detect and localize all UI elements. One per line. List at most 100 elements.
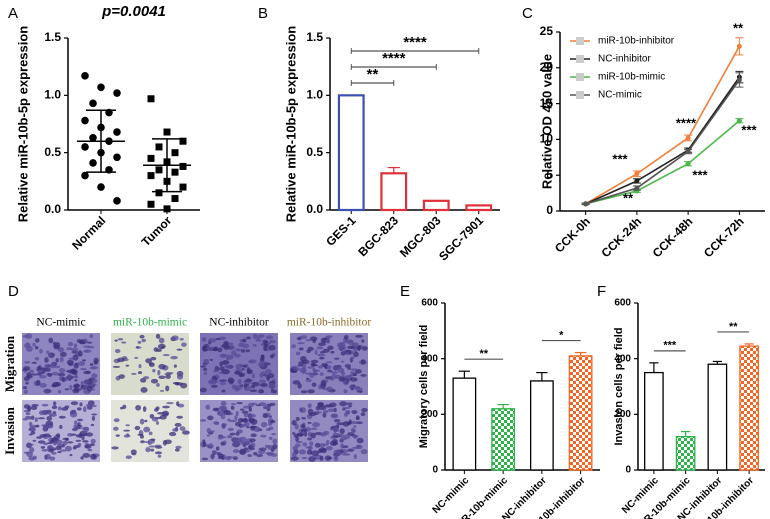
cell: [151, 416, 159, 422]
cell: [88, 383, 97, 387]
point: [89, 99, 97, 108]
cell: [212, 348, 219, 352]
point: [147, 154, 155, 162]
cell: [360, 412, 366, 417]
cell: [29, 447, 35, 453]
cell: [154, 446, 163, 449]
cell: [249, 425, 258, 429]
cell: [89, 443, 95, 447]
cell: [77, 422, 81, 427]
cell: [295, 416, 300, 421]
cell: [211, 450, 217, 455]
cell: [140, 377, 147, 383]
cell: [305, 446, 312, 449]
cell: [267, 452, 272, 457]
cell: [115, 434, 120, 437]
cell: [308, 456, 317, 462]
significance-label: **: [733, 20, 744, 35]
cell: [301, 369, 306, 375]
cell: [83, 350, 88, 353]
cell: [265, 335, 274, 340]
cell: [258, 389, 265, 394]
cell: [215, 446, 220, 451]
significance-label: ***: [741, 122, 757, 137]
cell: [361, 407, 368, 413]
bar: [675, 435, 696, 471]
cell: [257, 362, 266, 367]
cell: [150, 448, 155, 452]
legend-label: miR-10b-inhibitor: [598, 36, 675, 47]
cell: [46, 416, 53, 421]
x-tick-label: CCK-24h: [599, 214, 645, 260]
cell: [349, 377, 358, 382]
cell: [117, 357, 125, 363]
cell: [251, 373, 255, 379]
cell: [251, 402, 258, 405]
cell: [311, 364, 319, 367]
cell: [176, 415, 184, 419]
cell: [137, 433, 144, 436]
cell: [84, 444, 92, 449]
point: [163, 128, 171, 136]
cell: [343, 389, 348, 394]
cell: [339, 401, 347, 407]
cell: [263, 341, 269, 347]
cell: [262, 404, 271, 410]
cell: [157, 412, 165, 415]
cell: [200, 419, 207, 422]
cell: [226, 456, 234, 459]
cell: [125, 424, 130, 427]
significance-label: **: [367, 66, 379, 83]
cell: [90, 423, 95, 427]
cell: [237, 378, 242, 385]
row-label: Migration: [2, 335, 17, 392]
cell: [248, 417, 256, 424]
cell: [353, 425, 357, 428]
cell: [53, 345, 60, 350]
cell: [355, 334, 363, 338]
cell: [327, 408, 335, 412]
cell: [245, 349, 250, 353]
cell: [74, 379, 78, 382]
cell: [230, 402, 236, 406]
cell: [307, 437, 312, 441]
cell: [220, 413, 226, 420]
cell: [294, 423, 299, 430]
point: [97, 83, 105, 92]
cell: [51, 405, 58, 410]
cell: [24, 409, 31, 413]
cell: [219, 379, 227, 382]
cell: [272, 438, 278, 445]
panel-label: F: [597, 283, 606, 300]
cell: [301, 335, 307, 340]
cell: [270, 453, 277, 458]
cell: [302, 442, 308, 447]
cell: [347, 402, 353, 406]
cell: [30, 373, 39, 376]
cell: [76, 407, 82, 411]
cell: [250, 442, 256, 448]
cell: [75, 424, 83, 428]
cell: [355, 416, 360, 421]
cell: [230, 405, 235, 410]
cell: [202, 359, 209, 362]
point: [89, 133, 97, 142]
cell: [253, 451, 258, 456]
cell: [158, 375, 166, 380]
cell: [134, 356, 139, 359]
cell: [158, 337, 165, 344]
panel-label: E: [400, 283, 410, 300]
cell: [310, 427, 318, 431]
cell: [155, 421, 160, 425]
point: [685, 135, 691, 141]
micrograph: [199, 333, 278, 395]
cell: [77, 361, 86, 366]
significance-label: ***: [612, 151, 628, 166]
cell: [325, 335, 333, 338]
cell: [145, 358, 153, 364]
cell: [255, 404, 262, 407]
cell: [59, 351, 67, 357]
cell: [135, 404, 142, 411]
cell: [332, 426, 339, 431]
cell: [238, 363, 243, 367]
